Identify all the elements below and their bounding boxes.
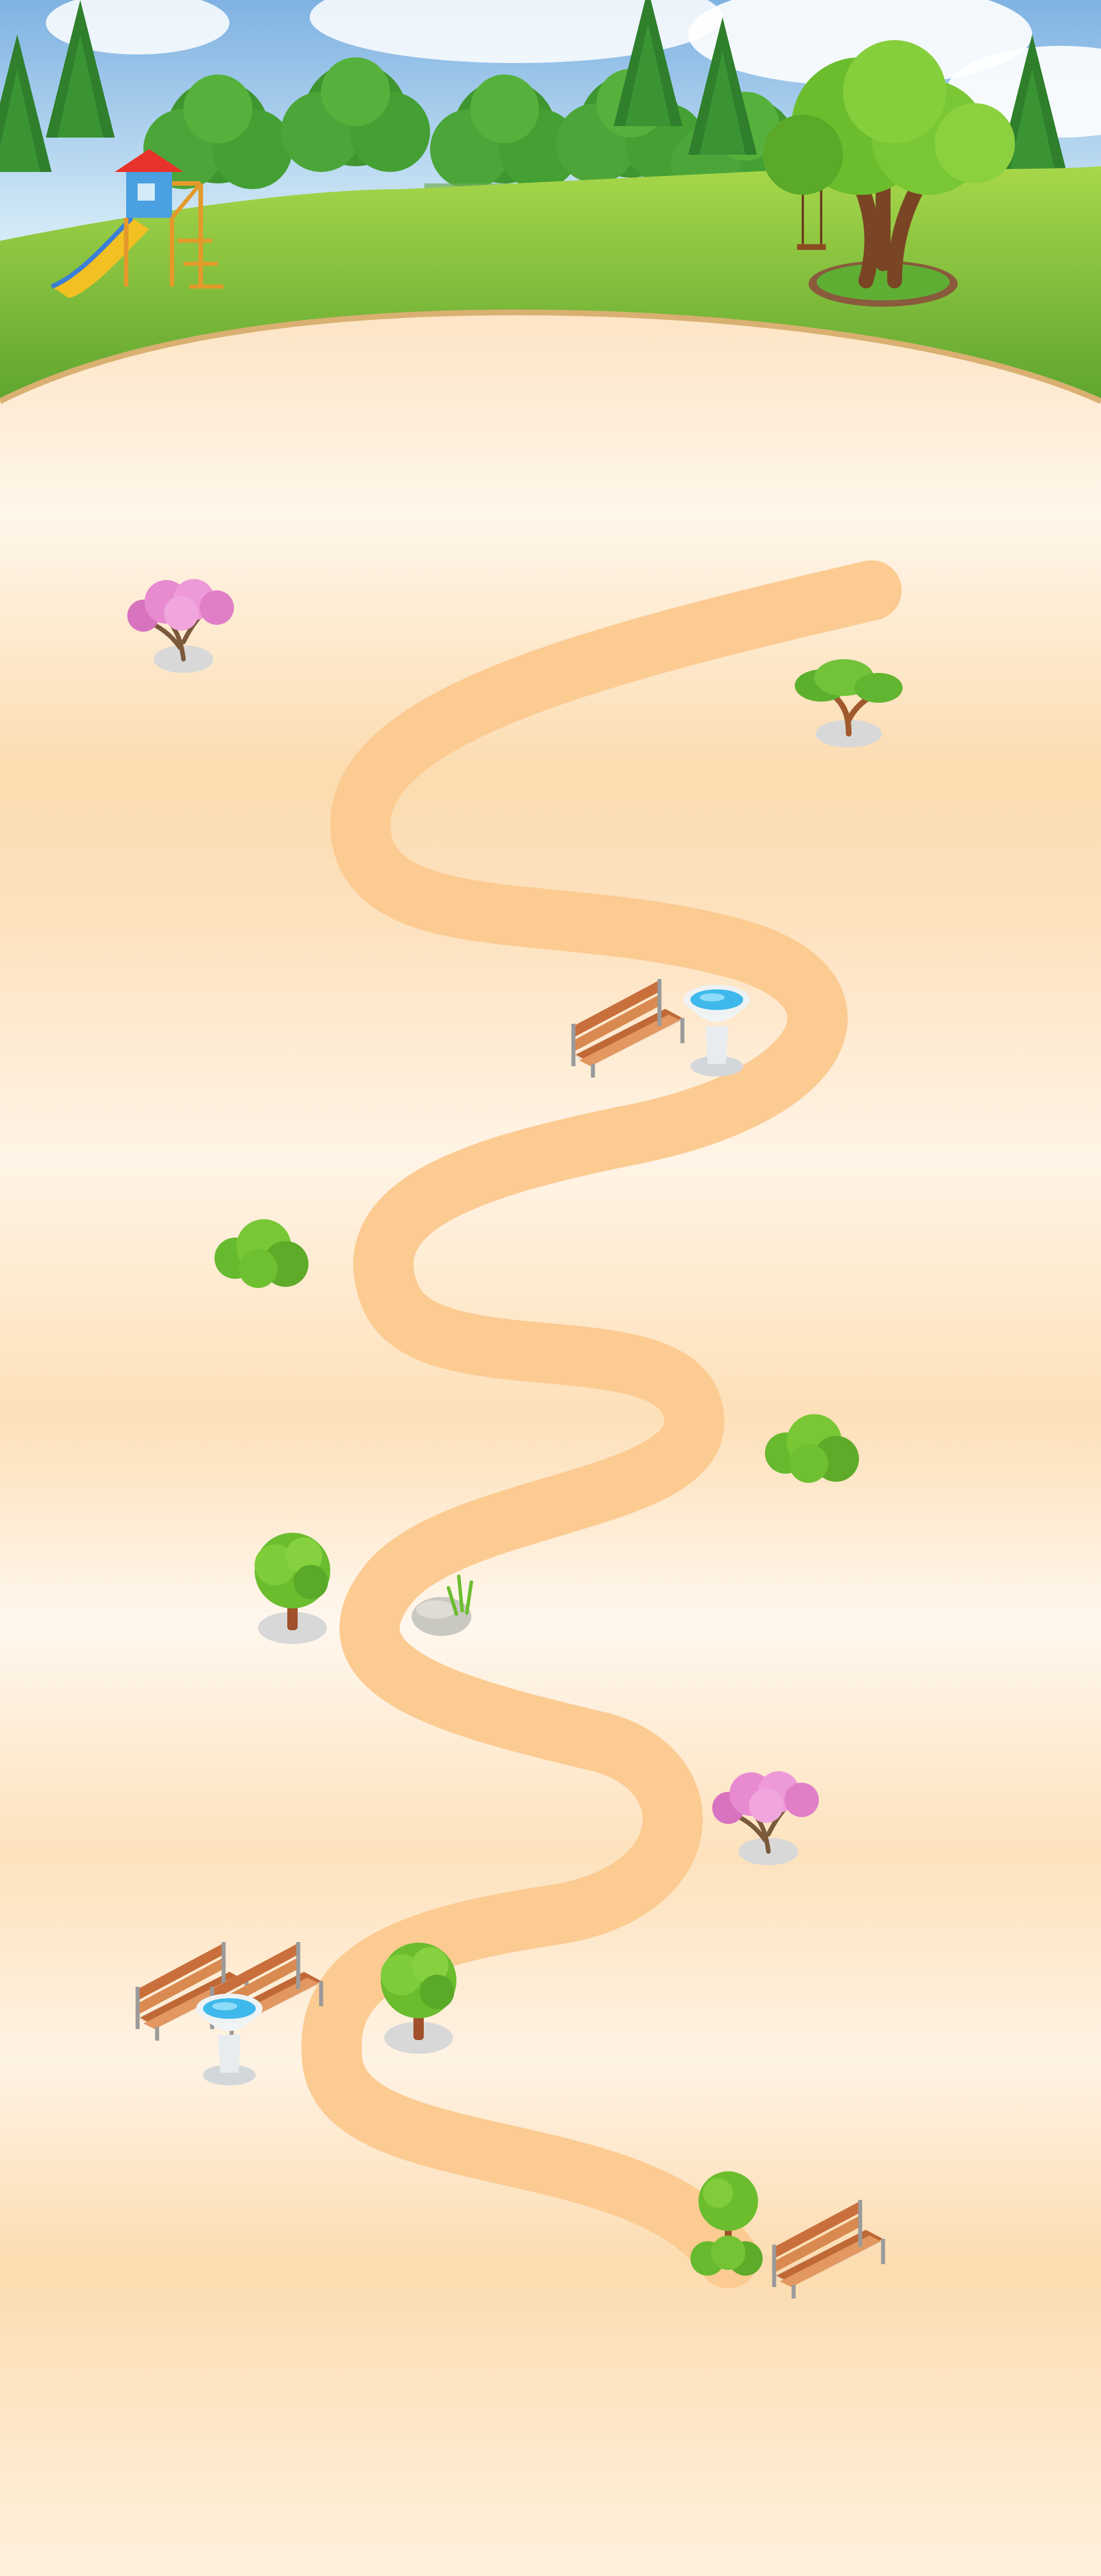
playground-slide (50, 149, 224, 298)
grass-edge (0, 309, 1101, 404)
round-tree (255, 1533, 330, 1644)
cloud-icon (46, 0, 229, 54)
cloud-icon (310, 0, 723, 63)
grass-hill (0, 166, 1101, 401)
rock-with-grass (412, 1575, 473, 1636)
cloud-icon (688, 0, 1032, 86)
swing-tree (763, 40, 1015, 307)
shrub-tree (690, 2171, 763, 2276)
round-tree (381, 1943, 456, 2054)
